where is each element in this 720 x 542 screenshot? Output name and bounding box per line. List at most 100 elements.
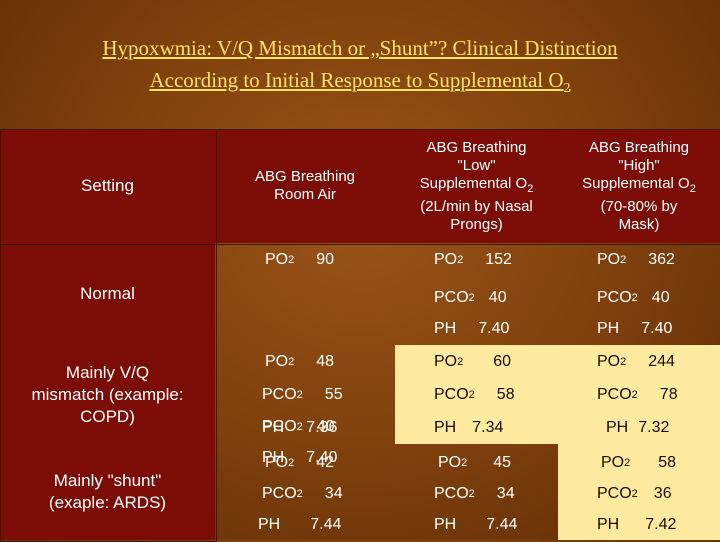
pco2-sub: 2 — [468, 389, 475, 401]
normal-high-po2: PO 2 362 — [597, 243, 675, 277]
setting-normal-label: Normal — [80, 284, 135, 303]
vq-high-po2: PO 2 244 — [597, 345, 675, 379]
vq-low-pco2-value: 58 — [496, 386, 515, 403]
header-low-line-4: (2L/min by Nasal — [420, 197, 533, 215]
highlight-vq-low-o2 — [395, 345, 558, 444]
ph-label: PH — [262, 419, 285, 436]
vq-high-pco2: PCO 2 78 — [597, 378, 678, 412]
pco2-sub: 2 — [296, 389, 303, 401]
po2-label: PO — [265, 353, 289, 370]
vq-low-pco2: PCO 2 58 — [434, 378, 515, 412]
pco2-sub: 2 — [468, 292, 475, 304]
vq-room-po2: PO 2 48 — [265, 345, 334, 379]
setting-vq-line-1: Mainly V/Q — [65, 362, 150, 382]
normal-room-ph: PH 7.40 — [262, 441, 337, 475]
normal-low-po2-value: 152 — [485, 251, 512, 268]
shunt-low-po2-value: 45 — [493, 454, 512, 471]
po2-sub: 2 — [288, 356, 295, 368]
setting-shunt-line-1: Mainly "shunt" — [53, 471, 162, 490]
po2-label: PO — [597, 251, 621, 268]
ph-label: PH — [597, 516, 620, 533]
title-line-1: Hypoxwmia: V/Q Mismatch or „Shunt”? Clin… — [102, 36, 618, 60]
shunt-low-po2: PO 2 45 — [438, 446, 511, 480]
po2-sub: 2 — [620, 356, 627, 368]
normal-low-pco2-value: 40 — [488, 289, 507, 306]
header-low-line-3: Supplemental O2 — [420, 175, 534, 198]
vq-room-pco2: PCO 2 55 — [262, 378, 343, 412]
setting-normal: Normal — [0, 243, 215, 345]
pco2-sub: 2 — [631, 292, 638, 304]
header-low-o2: ABG Breathing "Low" Supplemental O2 (2L/… — [395, 129, 558, 243]
setting-shunt: Mainly "shunt" (exaple: ARDS) — [0, 444, 215, 540]
normal-room-po2-value: 90 — [316, 251, 335, 268]
setting-vq-line-2: mismatch (example: — [31, 384, 184, 404]
shunt-room-pco2-value: 34 — [324, 485, 343, 502]
po2-sub: 2 — [288, 254, 295, 266]
po2-label: PO — [265, 454, 289, 471]
shunt-high-pco2-value: 36 — [653, 485, 672, 502]
pco2-sub: 2 — [631, 488, 638, 500]
setting-vq-line-3: COPD) — [80, 406, 135, 426]
highlight-vq-high-o2 — [558, 345, 720, 444]
header-low-line-1: ABG Breathing — [426, 138, 527, 156]
po2-label: PO — [601, 454, 625, 471]
pco2-label: PCO — [262, 418, 297, 435]
pco2-label: PCO — [597, 485, 632, 502]
pco2-label: PCO — [597, 289, 632, 306]
header-low-o2-text: Supplemental O — [419, 174, 528, 192]
po2-sub: 2 — [461, 457, 468, 469]
header-high-line-2: "High" — [618, 156, 660, 174]
shunt-room-ph-value: 7.44 — [310, 516, 342, 533]
vq-low-ph-value: 7.34 — [472, 419, 504, 436]
pco2-label: PCO — [597, 386, 632, 403]
normal-room-po2: PO 2 90 — [265, 243, 334, 277]
normal-room-pco2-value: 40 — [316, 418, 335, 435]
normal-low-pco2: PCO 2 40 — [434, 281, 507, 315]
setting-shunt-line-2: (exaple: ARDS) — [48, 493, 167, 512]
header-high-line-1: ABG Breathing — [588, 138, 690, 156]
title-line-2: According to Initial Response to Supplem… — [0, 64, 720, 105]
header-setting: Setting — [0, 129, 215, 243]
po2-sub: 2 — [624, 457, 631, 469]
header-room-air-line-1: ABG Breathing — [254, 168, 356, 185]
shunt-high-ph: PH 7.42 — [597, 508, 676, 542]
header-setting-label: Setting — [81, 176, 134, 195]
pco2-sub: 2 — [468, 488, 475, 500]
ph-label: PH — [434, 320, 457, 337]
po2-sub: 2 — [288, 457, 295, 469]
normal-room-pco2: PCO 2 40 — [262, 410, 335, 444]
pco2-sub: 2 — [296, 421, 303, 433]
po2-label: PO — [438, 454, 462, 471]
normal-high-pco2: PCO 2 40 — [597, 281, 670, 315]
pco2-label: PCO — [262, 485, 297, 502]
shunt-low-pco2-value: 34 — [496, 485, 515, 502]
vq-room-po2-value: 48 — [316, 353, 335, 370]
header-room-air: ABG Breathing Room Air — [215, 129, 395, 243]
po2-label: PO — [434, 353, 458, 370]
pco2-sub: 2 — [296, 488, 303, 500]
po2-sub: 2 — [457, 254, 464, 266]
slide-title: Hypoxwmia: V/Q Mismatch or „Shunt”? Clin… — [0, 32, 720, 105]
normal-high-po2-value: 362 — [648, 251, 675, 268]
vq-high-ph: PH 7.32 — [606, 411, 669, 445]
pco2-label: PCO — [262, 386, 297, 403]
shunt-high-ph-value: 7.42 — [645, 516, 677, 533]
normal-low-ph-value: 7.40 — [478, 320, 510, 337]
frame-header-row — [0, 129, 720, 245]
po2-label: PO — [597, 353, 621, 370]
shunt-high-pco2: PCO 2 36 — [597, 477, 672, 511]
header-low-line-2: "Low" — [457, 156, 496, 174]
vq-room-ph-value: 7.36 — [306, 419, 338, 436]
vq-high-po2-value: 244 — [648, 353, 675, 370]
highlight-shunt-high-o2 — [558, 444, 720, 540]
ph-label: PH — [262, 449, 285, 466]
vq-room-pco2-value: 55 — [324, 386, 343, 403]
pco2-sub: 2 — [631, 389, 638, 401]
header-high-o2: ABG Breathing "High" Supplemental O2 (70… — [558, 129, 720, 243]
normal-high-ph-value: 7.40 — [641, 320, 673, 337]
shunt-room-po2: PO 2 42 — [265, 446, 334, 480]
header-high-o2-sub: 2 — [689, 182, 696, 195]
normal-high-ph: PH 7.40 — [597, 312, 672, 346]
po2-label: PO — [434, 251, 458, 268]
shunt-low-ph: PH 7.44 — [434, 508, 517, 542]
